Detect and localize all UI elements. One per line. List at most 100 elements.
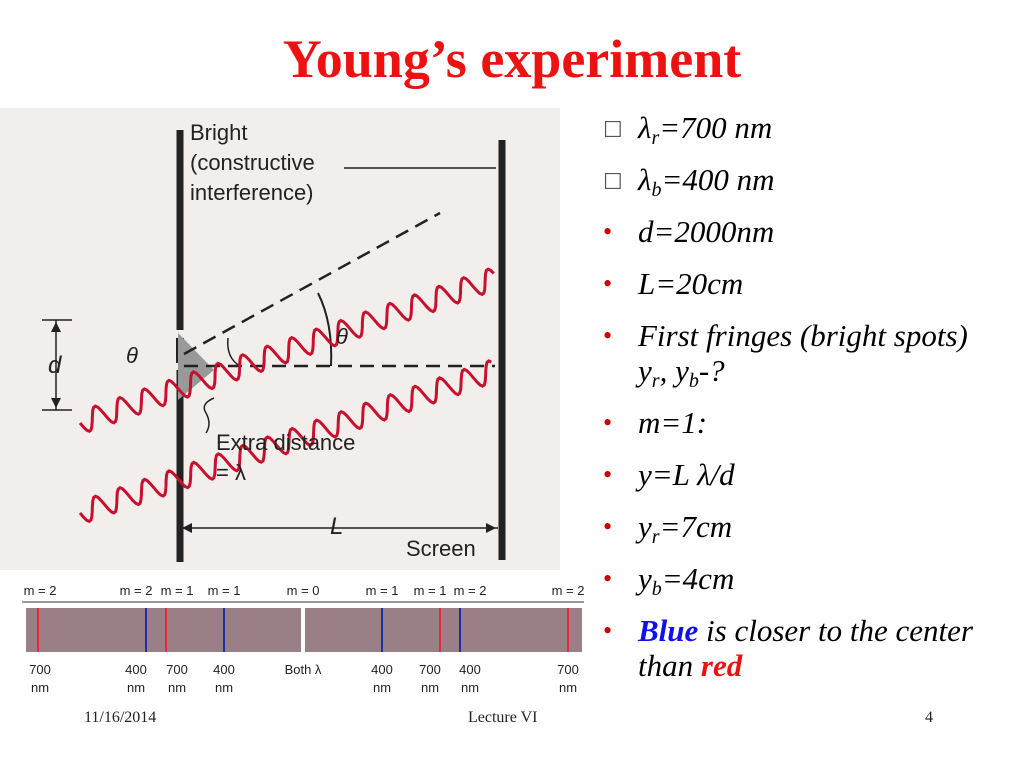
- slide-title: Young’s experiment: [282, 29, 742, 89]
- dot-bullet-icon: •: [603, 321, 613, 350]
- fringe-order-label: m = 2: [552, 583, 585, 598]
- fringe-order-label: m = 2: [24, 583, 57, 598]
- subscript-r: r: [651, 127, 660, 149]
- L-arrow-right: [486, 523, 496, 533]
- d-arrow-top: [51, 322, 61, 332]
- bullet-yr: • yr=7cm: [600, 509, 1000, 547]
- footer-page-number: 4: [925, 709, 933, 726]
- fringe-wavelength-label: 700: [166, 662, 188, 677]
- subscript-b: b: [688, 370, 699, 392]
- fringe-unit-label: nm: [215, 680, 233, 695]
- fringe-order-label: m = 2: [120, 583, 153, 598]
- formula-end: /d: [710, 457, 735, 492]
- fringe-order-label: m = 1: [414, 583, 447, 598]
- yb-value: =4cm: [661, 561, 735, 596]
- lambda-symbol: λ: [638, 110, 652, 145]
- red-word: red: [700, 648, 743, 683]
- lambda-label: = λ: [216, 460, 246, 485]
- fringe-order-label: m = 2: [454, 583, 487, 598]
- fringe-wavelength-label: 400: [213, 662, 235, 677]
- footer-lecture: Lecture VI: [468, 709, 538, 726]
- d-arrow-bottom: [51, 398, 61, 408]
- fringe-wavelength-label: Both λ: [285, 662, 322, 677]
- fringe-unit-label: nm: [31, 680, 49, 695]
- d-value: d=2000nm: [638, 214, 775, 249]
- lambda-symbol: λ: [697, 457, 711, 492]
- bullet-formula: • y=L λ/d: [600, 457, 1000, 492]
- theta-right-label: θ: [336, 324, 348, 349]
- bullet-L: • L=20cm: [600, 266, 1000, 301]
- fringe-unit-label: nm: [461, 680, 479, 695]
- footer-date: 11/16/2014: [84, 709, 157, 726]
- bullet-lambda-red: ☐ λr=700 nm: [600, 110, 1000, 148]
- conclusion-text: is closer to the center than: [638, 613, 973, 683]
- fringe-wavelength-label: 700: [557, 662, 579, 677]
- yr-value: =7cm: [659, 509, 733, 544]
- subscript-b: b: [651, 578, 662, 600]
- box-bullet-icon: ☐: [603, 169, 623, 194]
- fringe-unit-label: nm: [373, 680, 391, 695]
- angle-dashed-line: [183, 211, 441, 356]
- box-bullet-icon: ☐: [603, 117, 623, 142]
- fringe-wavelength-label: 700: [419, 662, 441, 677]
- fringes-question: First fringes (bright spots) y: [638, 318, 968, 388]
- double-slit-diagram: Bright (constructive interference) d θ θ…: [0, 108, 560, 570]
- fringe-order-label: m = 0: [287, 583, 320, 598]
- d-label: d: [48, 352, 62, 379]
- theta-arc-left: [227, 337, 241, 367]
- upper-light-wave: [78, 267, 495, 434]
- L-value: L=20cm: [638, 266, 744, 301]
- fringes-separator: , y: [659, 353, 689, 388]
- bullet-first-fringes: • First fringes (bright spots) yr, yb-?: [600, 318, 1000, 391]
- lambda-blue-value: =400 nm: [661, 162, 775, 197]
- dot-bullet-icon: •: [603, 269, 613, 298]
- fringe-wavelength-label: 400: [125, 662, 147, 677]
- fringe-wavelength-label: 700: [29, 662, 51, 677]
- fringe-unit-label: nm: [559, 680, 577, 695]
- dot-bullet-icon: •: [603, 460, 613, 489]
- screen-label: Screen: [406, 536, 476, 561]
- bullet-m: • m=1:: [600, 405, 1000, 440]
- diagram-background: [0, 108, 560, 570]
- yr-y: y: [638, 509, 652, 544]
- fringe-wavelength-label: 400: [459, 662, 481, 677]
- constructive-label: (constructive: [190, 150, 315, 175]
- bullet-d: • d=2000nm: [600, 214, 1000, 249]
- dot-bullet-icon: •: [603, 564, 613, 593]
- fringe-unit-label: nm: [127, 680, 145, 695]
- fringe-unit-label: nm: [168, 680, 186, 695]
- blue-word: Blue: [638, 613, 699, 648]
- fringe-order-label: m = 1: [161, 583, 194, 598]
- m-value: m=1:: [638, 405, 708, 440]
- fringes-question-mark: -?: [698, 353, 725, 388]
- subscript-r: r: [651, 370, 660, 392]
- interference-label: interference): [190, 180, 314, 205]
- yb-y: y: [638, 561, 652, 596]
- subscript-r: r: [651, 526, 660, 548]
- bullet-yb: • yb=4cm: [600, 561, 1000, 599]
- subscript-b: b: [651, 179, 662, 201]
- fringe-order-label: m = 1: [208, 583, 241, 598]
- L-label: L: [330, 513, 343, 540]
- theta-arc-right: [317, 292, 333, 367]
- dot-bullet-icon: •: [603, 512, 613, 541]
- dot-bullet-icon: •: [603, 217, 613, 246]
- bullet-lambda-blue: ☐ λb=400 nm: [600, 162, 1000, 200]
- extra-distance-brace: [203, 397, 215, 434]
- lambda-symbol: λ: [638, 162, 652, 197]
- L-arrow-left: [182, 523, 192, 533]
- dot-bullet-icon: •: [603, 616, 613, 645]
- fringe-order-label: m = 1: [366, 583, 399, 598]
- extra-distance-label: Extra distance: [216, 430, 355, 455]
- fringe-pattern: m = 2 700 nm m = 2 400 nm m = 1 700 nm m = 1 400 nm…: [18, 578, 588, 700]
- bullet-conclusion: • Blue is closer to the center than red: [600, 613, 1000, 683]
- fringe-unit-label: nm: [421, 680, 439, 695]
- fringe-wavelength-label: 400: [371, 662, 393, 677]
- bright-label: Bright: [190, 120, 247, 145]
- bullet-list: ☐ λr=700 nm ☐ λb=400 nm • d=2000nm • L=20cm …: [600, 110, 1000, 700]
- theta-left-label: θ: [126, 343, 138, 368]
- lambda-red-value: =700 nm: [659, 110, 773, 145]
- formula-start: y=L: [638, 457, 698, 492]
- dot-bullet-icon: •: [603, 408, 613, 437]
- lower-light-wave: [78, 359, 492, 524]
